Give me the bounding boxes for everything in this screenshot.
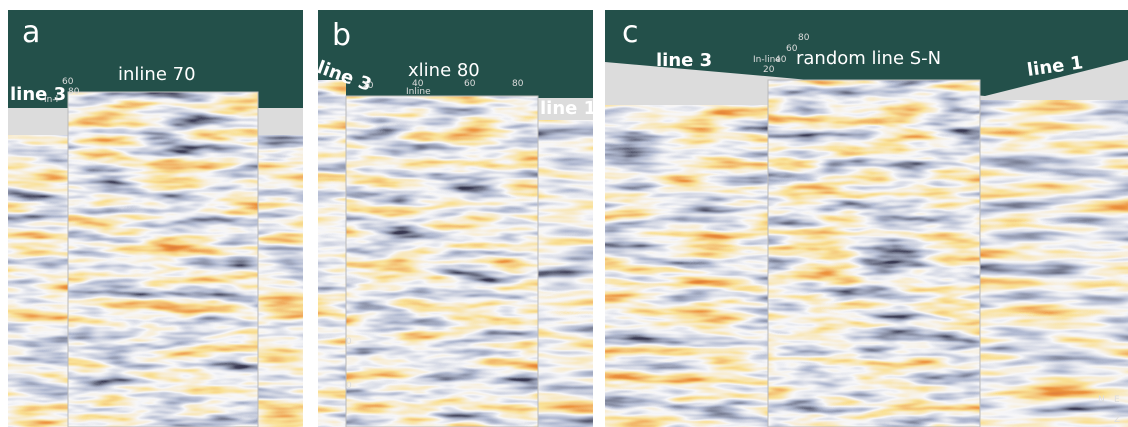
- orientation-label: N: [1098, 395, 1105, 405]
- axis-label: 80: [68, 87, 80, 97]
- sky: [318, 10, 593, 98]
- panel-label: a: [22, 15, 40, 50]
- axis-label: In-l: [44, 95, 58, 105]
- axis-label: 0: [346, 337, 352, 347]
- seismic-section: [346, 96, 538, 427]
- section-title: inline 70: [118, 64, 196, 85]
- section-frame: [67, 91, 259, 427]
- axis-label: 40: [412, 79, 424, 89]
- axis-label: 20: [362, 81, 374, 91]
- section-title: xline 80: [408, 60, 480, 81]
- side-section: [538, 120, 593, 427]
- panel-label: c: [622, 15, 639, 50]
- axis-label: Inline: [406, 87, 431, 97]
- axis-label: 20: [763, 65, 775, 75]
- axis-label: 60: [464, 79, 476, 89]
- section-frame: [767, 79, 981, 427]
- axis-label: 60: [786, 44, 798, 54]
- section-title: random line S-N: [796, 48, 941, 69]
- orientation-label: Z: [1114, 415, 1120, 425]
- seismic-section: [68, 92, 258, 427]
- axis-label: 0: [346, 381, 352, 391]
- axis-label: 40: [775, 55, 787, 65]
- sky: [605, 10, 1128, 96]
- seismic-section: [768, 80, 980, 427]
- axis-label: 60: [62, 77, 74, 87]
- side-label: line 3: [656, 50, 712, 71]
- panel-label: b: [332, 18, 351, 53]
- panel-b: b xline 80 line 3 line 1 20 40 60 80 Inl…: [314, 10, 596, 427]
- side-section: [980, 100, 1128, 427]
- orientation-label: E: [1114, 395, 1120, 405]
- axis-label: 80: [798, 33, 810, 43]
- panel-a: a inline 70 line 3 60 80 In-l: [8, 10, 303, 427]
- side-section: [318, 80, 346, 427]
- side-section: [605, 105, 768, 427]
- axis-label: In-line: [753, 55, 781, 65]
- panel-c: c random line S-N line 3 line 1 80 60 In…: [605, 10, 1128, 427]
- side-label: line 1: [540, 98, 596, 119]
- section-frame: [345, 95, 539, 427]
- side-label: line 3: [10, 84, 66, 105]
- axis-label: 80: [512, 79, 524, 89]
